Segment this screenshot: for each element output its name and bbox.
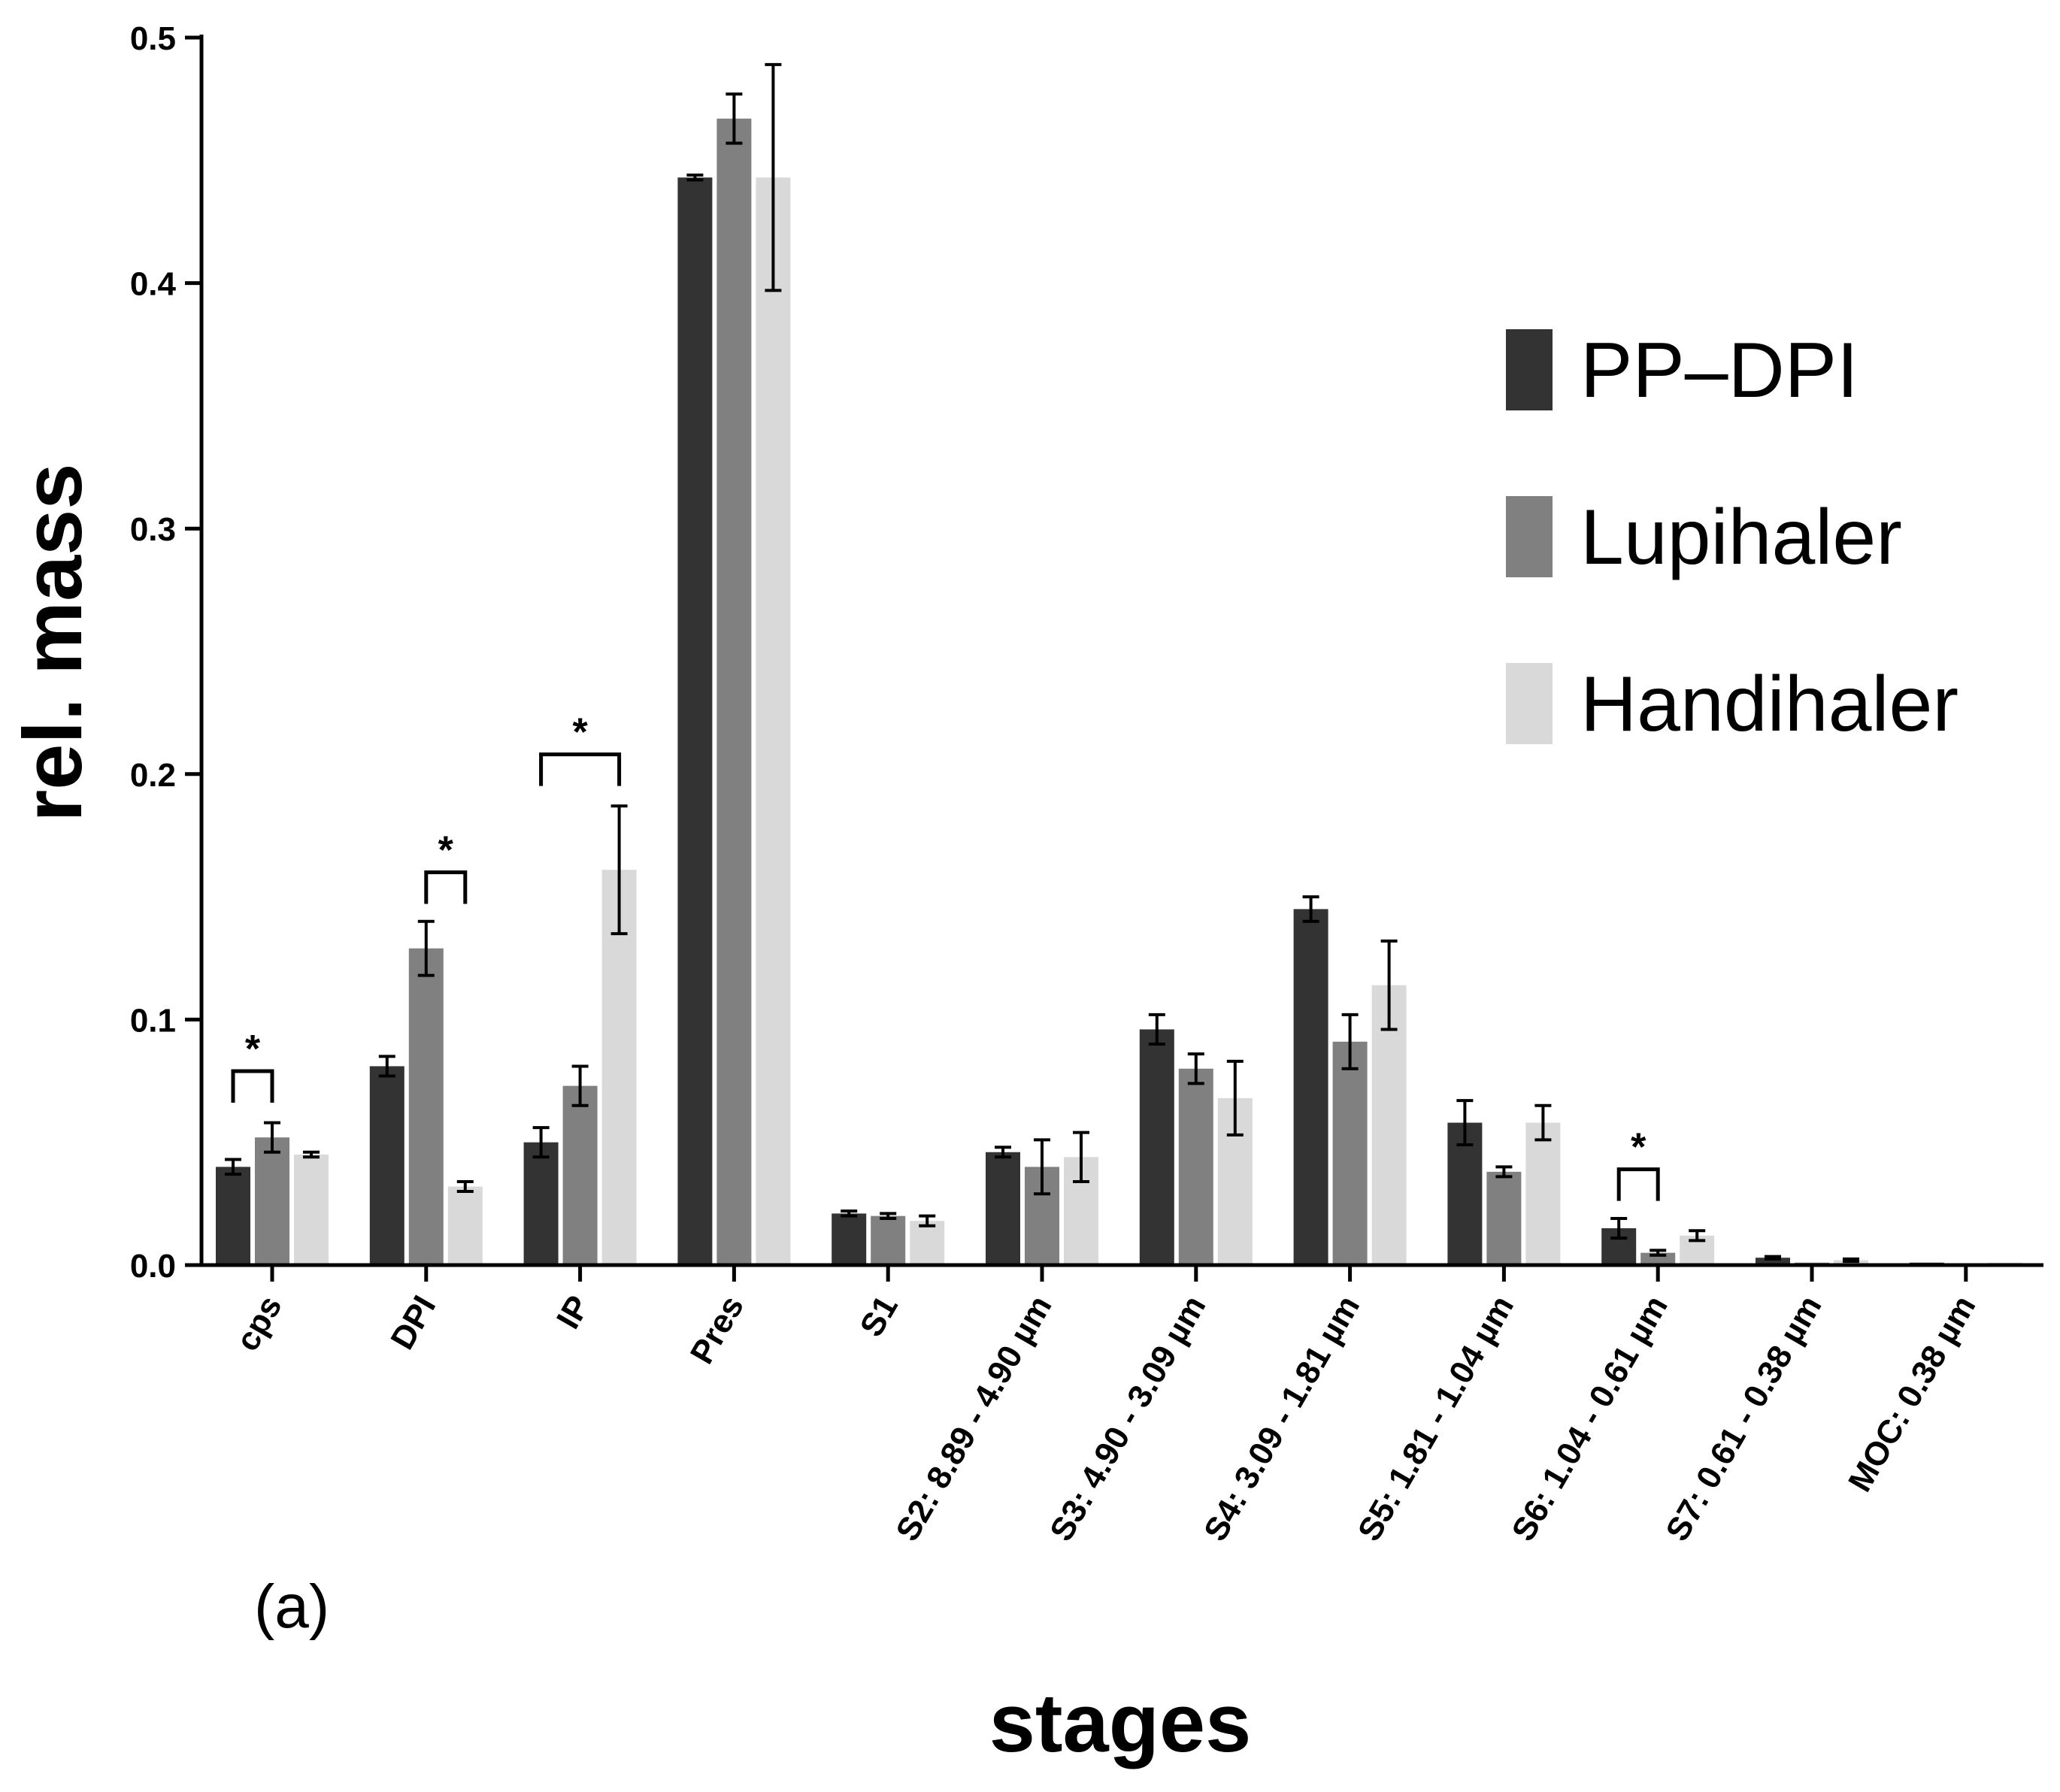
bar xyxy=(1332,1041,1368,1265)
x-tick-label: S3: 4.90 - 3.09 µm xyxy=(1043,1290,1213,1548)
bar xyxy=(408,948,444,1265)
bar xyxy=(1486,1171,1522,1265)
legend-label: Handihaler xyxy=(1580,661,1959,748)
x-tick-label: IP xyxy=(550,1290,597,1336)
bar xyxy=(716,118,752,1266)
legend-label: Lupihaler xyxy=(1580,494,1902,581)
panel-label: (a) xyxy=(254,1573,329,1641)
bar xyxy=(910,1221,945,1265)
legend: PP–DPI Lupihaler Handihaler xyxy=(1506,327,1959,748)
x-tick-label: cps xyxy=(229,1290,289,1358)
bar xyxy=(1756,1258,1790,1265)
legend-swatch xyxy=(1506,663,1553,744)
significance-layer: * * * * xyxy=(231,711,1660,1201)
x-tick-label: S4: 3.09 - 1.81 µm xyxy=(1197,1290,1367,1548)
legend-label: PP–DPI xyxy=(1580,327,1859,414)
bars-layer xyxy=(216,118,2022,1266)
bar xyxy=(216,1167,250,1265)
x-tick-label: S7: 0.61 - 0.38 µm xyxy=(1659,1290,1828,1548)
y-tick-label: 0.3 xyxy=(130,511,176,548)
y-tick-label: 0.5 xyxy=(130,20,176,57)
x-tick-label: S2: 8.89 - 4.90 µm xyxy=(889,1290,1059,1548)
y-tick-label: 0.4 xyxy=(130,266,177,303)
error-bars-layer xyxy=(225,62,1859,1264)
significance-bracket xyxy=(424,870,468,904)
bar xyxy=(1640,1252,1676,1265)
bar xyxy=(1371,985,1407,1265)
bar xyxy=(677,177,713,1266)
significance-bracket xyxy=(1616,1167,1660,1201)
bar xyxy=(1293,909,1328,1265)
significance-star: * xyxy=(1631,1126,1646,1170)
x-tick-label: S6: 1.04 - 0.61 µm xyxy=(1505,1290,1675,1548)
significance-star: * xyxy=(245,1028,261,1071)
significance-bracket xyxy=(231,1069,274,1103)
bar xyxy=(294,1155,329,1265)
bar xyxy=(1139,1029,1174,1265)
x-axis-title: stages xyxy=(989,1677,1252,1769)
bar xyxy=(986,1152,1020,1265)
significance-star: * xyxy=(438,828,454,872)
bar xyxy=(447,1186,483,1265)
bar xyxy=(523,1142,559,1265)
significance-star: * xyxy=(572,711,588,755)
bar xyxy=(871,1215,906,1265)
bar xyxy=(1525,1122,1561,1265)
y-tick-label: 0.0 xyxy=(130,1248,176,1285)
bar xyxy=(562,1085,598,1265)
legend-swatch xyxy=(1506,496,1553,577)
legend-swatch xyxy=(1506,329,1553,410)
bar xyxy=(1178,1068,1213,1265)
x-tick-label: S5: 1.81 - 1.04 µm xyxy=(1351,1289,1521,1547)
bar xyxy=(756,177,791,1266)
x-tick-label: MOC: 0.38 µm xyxy=(1841,1290,1983,1498)
bar xyxy=(255,1137,289,1265)
x-tick-label: S1 xyxy=(853,1290,905,1343)
x-tick-label: Pres xyxy=(683,1290,751,1370)
significance-bracket xyxy=(539,752,622,786)
bar xyxy=(369,1066,404,1265)
bar xyxy=(601,870,637,1265)
bar xyxy=(832,1213,867,1265)
y-axis-title: rel. mass xyxy=(7,463,99,822)
x-tick-label: DPI xyxy=(383,1290,443,1356)
bar xyxy=(1447,1122,1483,1265)
y-tick-label: 0.2 xyxy=(130,757,176,794)
y-tick-label: 0.1 xyxy=(130,1002,176,1039)
